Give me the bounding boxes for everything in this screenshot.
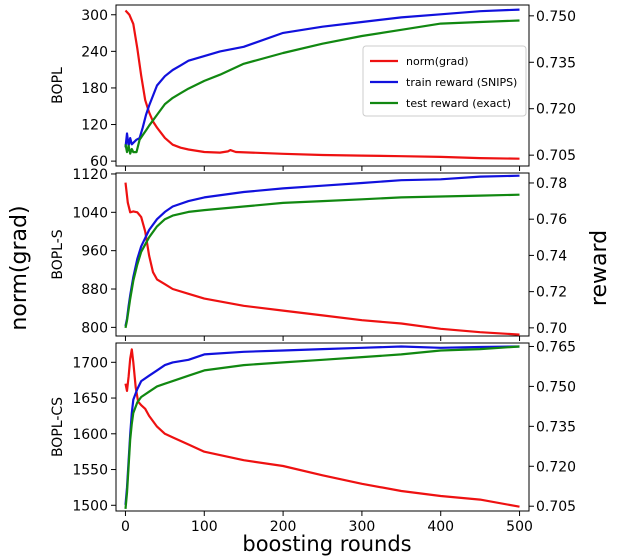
right-tick-label: 0.72 [536, 285, 567, 301]
x-tick-label: 300 [349, 519, 376, 535]
panels: 601201802403000.7050.7200.7350.750BOPLno… [50, 4, 576, 535]
left-tick-label: 180 [81, 81, 108, 97]
series-line-test [124, 19, 520, 155]
right-tick-label: 0.705 [536, 499, 576, 515]
series-line-train [124, 345, 520, 505]
series-line-norm [124, 9, 520, 160]
right-tick-label: 0.720 [536, 459, 576, 475]
left-tick-label: 240 [81, 44, 108, 60]
left-tick-label: 960 [81, 244, 108, 260]
legend-entry: norm(grad) [406, 55, 469, 68]
panel-2: 800 880 960 1040 1120 0.70 0.72 0.74 0.76 0.78 BOP… [50, 167, 567, 341]
right-tick-label: 0.70 [536, 321, 567, 337]
x-tick-label: 100 [191, 519, 218, 535]
panel-label: BOPL [50, 67, 66, 104]
plot-frame [115, 172, 530, 337]
plot-frame [115, 4, 530, 167]
right-tick-label: 0.705 [536, 148, 576, 164]
series-line-norm [124, 182, 520, 336]
x-tick-label: 400 [427, 519, 454, 535]
x-tick-label: 0 [121, 519, 130, 535]
left-tick-label: 1500 [72, 498, 108, 514]
left-tick-label: 880 [81, 282, 108, 298]
series-line-test [124, 345, 520, 510]
panel-label: BOPL-S [50, 229, 66, 279]
right-tick-label: 0.74 [536, 248, 567, 264]
panel-1: 60 120 180 240 300 0.705 0.720 0.735 0.750 BOPL no… [50, 4, 576, 171]
series-line-test [124, 193, 520, 329]
right-tick-label: 0.735 [536, 419, 576, 435]
x-tick-label: 200 [270, 519, 297, 535]
legend-entry: test reward (exact) [406, 97, 511, 110]
plot-frame [115, 342, 530, 512]
panel-3: 1500 1550 1600 1650 1700 0.705 0.720 0.735 0.750… [50, 339, 576, 535]
right-tick-label: 0.750 [536, 379, 576, 395]
x-tick-label: 500 [506, 519, 533, 535]
left-tick-label: 800 [81, 320, 108, 336]
left-tick-label: 1700 [72, 355, 108, 371]
legend-entry: train reward (SNIPS) [406, 76, 517, 89]
right-tick-label: 0.76 [536, 212, 567, 228]
right-tick-label: 0.765 [536, 339, 576, 355]
series-line-train [124, 8, 520, 148]
left-tick-label: 300 [81, 8, 108, 24]
left-tick-label: 1120 [72, 167, 108, 183]
left-tick-label: 1650 [72, 391, 108, 407]
series-line-train [124, 174, 520, 327]
left-tick-label: 1600 [72, 427, 108, 443]
right-tick-label: 0.735 [536, 55, 576, 71]
left-axis-label: norm(grad) [7, 205, 32, 330]
left-tick-label: 1040 [72, 205, 108, 221]
left-tick-label: 60 [90, 154, 108, 170]
right-axis-label: reward [587, 230, 612, 306]
legend-box [362, 45, 527, 117]
x-axis-label: boosting rounds [242, 532, 411, 556]
right-tick-label: 0.720 [536, 102, 576, 118]
right-tick-label: 0.750 [536, 9, 576, 25]
panel-label: BOPL-CS [50, 397, 66, 457]
right-tick-label: 0.78 [536, 176, 567, 192]
series-line-norm [124, 348, 520, 508]
left-tick-label: 120 [81, 118, 108, 134]
left-tick-label: 1550 [72, 463, 108, 479]
